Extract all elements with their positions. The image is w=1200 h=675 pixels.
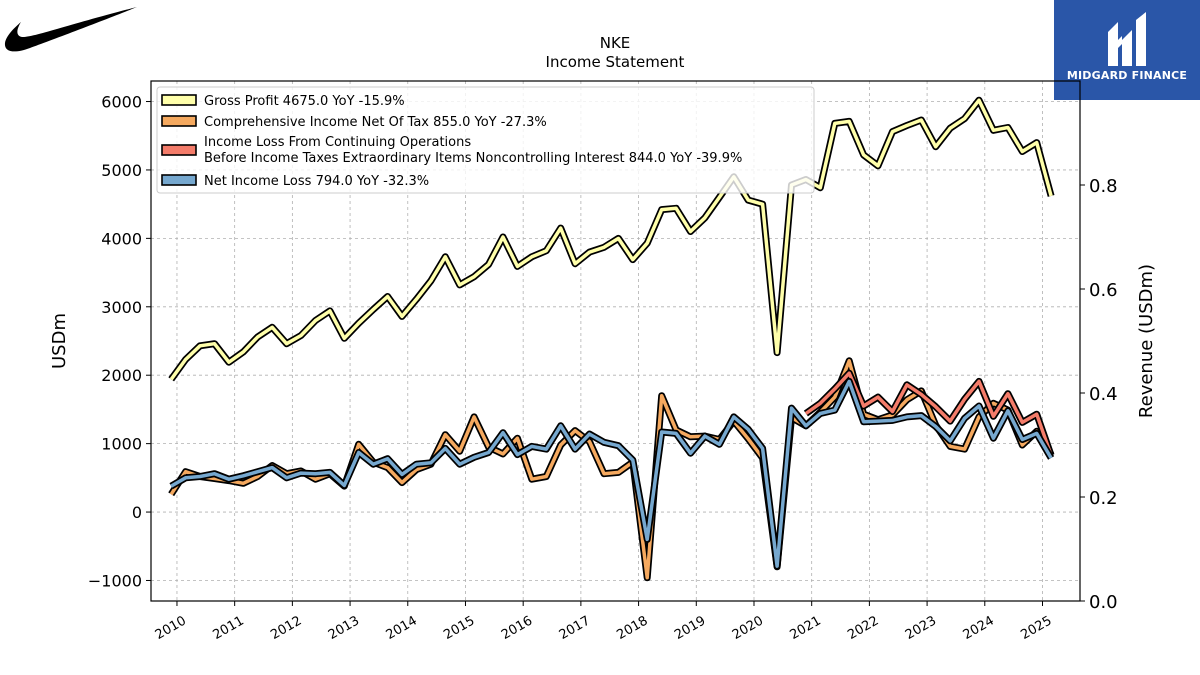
series-path	[169, 98, 1053, 381]
x-tick-label: 2018	[614, 613, 650, 643]
y-tick-label-left: 2000	[101, 366, 142, 385]
x-tick-label: 2016	[499, 613, 535, 643]
y-tick-label-left: 6000	[101, 93, 142, 112]
series-line-1	[168, 357, 1055, 582]
y-axis-label-left: USDm	[49, 313, 70, 369]
y-tick-label-left: 5000	[101, 161, 142, 180]
series-path	[170, 379, 1053, 568]
y-tick-label-left: 4000	[101, 229, 142, 248]
x-tick-label: 2023	[903, 613, 939, 643]
y-tick-label-right: 0.2	[1089, 488, 1118, 509]
y-axis-label-right: Revenue (USDm)	[1136, 264, 1157, 418]
legend-swatch	[161, 94, 197, 106]
legend-swatch	[161, 174, 197, 186]
x-tick-label: 2020	[730, 613, 766, 643]
x-tick-label: 2021	[788, 613, 824, 643]
x-tick-label: 2017	[557, 613, 593, 643]
x-tick-label: 2011	[211, 613, 247, 643]
plot-frame	[150, 80, 1081, 602]
y-tick-label-right: 0.4	[1089, 384, 1118, 405]
publisher-logo: MIDGARD FINANCE	[1054, 0, 1200, 100]
x-tick-label: 2025	[1018, 613, 1054, 643]
legend-label: Income Loss From Continuing Operations	[204, 135, 471, 150]
legend-label: Before Income Taxes Extraordinary Items …	[204, 151, 742, 166]
x-tick-label: 2010	[153, 613, 189, 643]
legend: Gross Profit 4675.0 YoY -15.9% Comprehens…	[156, 86, 815, 194]
x-tick-label: 2014	[384, 613, 420, 643]
midgard-m-icon	[1100, 10, 1154, 68]
y-tick-label-right: 0.0	[1089, 592, 1118, 613]
series-line-0	[168, 96, 1055, 382]
y-tick-label-right: 0.6	[1089, 280, 1118, 301]
legend-label: Comprehensive Income Net Of Tax 855.0 Yo…	[204, 115, 547, 130]
company-logo-swoosh-icon	[0, 0, 145, 64]
chart-subtitle: Income Statement	[546, 53, 685, 71]
series-path	[804, 371, 1053, 456]
legend-label: Gross Profit 4675.0 YoY -15.9%	[204, 94, 405, 109]
legend-swatch	[161, 144, 197, 156]
x-tick-label: 2019	[672, 613, 708, 643]
legend-box	[156, 86, 815, 194]
y-tick-label-right: 0.8	[1089, 176, 1118, 197]
legend-swatch	[161, 115, 197, 127]
y-tick-label-left: 0	[132, 503, 142, 522]
publisher-name: MIDGARD FINANCE	[1066, 69, 1188, 82]
x-tick-label: 2022	[845, 613, 881, 643]
legend-label: Net Income Loss 794.0 YoY -32.3%	[204, 174, 429, 189]
series-line-2	[803, 369, 1055, 457]
y-tick-label-left: 3000	[101, 298, 142, 317]
x-tick-label: 2013	[326, 613, 362, 643]
x-tick-label: 2024	[961, 613, 997, 643]
y-tick-label-left: 1000	[101, 435, 142, 454]
y-tick-label-left: −1000	[88, 571, 142, 590]
chart-title: NKE	[600, 34, 631, 52]
series-line-3	[169, 377, 1055, 570]
series-layer	[168, 96, 1055, 582]
x-tick-label: 2012	[268, 613, 304, 643]
series-path	[169, 359, 1053, 580]
x-tick-label: 2015	[441, 613, 477, 643]
